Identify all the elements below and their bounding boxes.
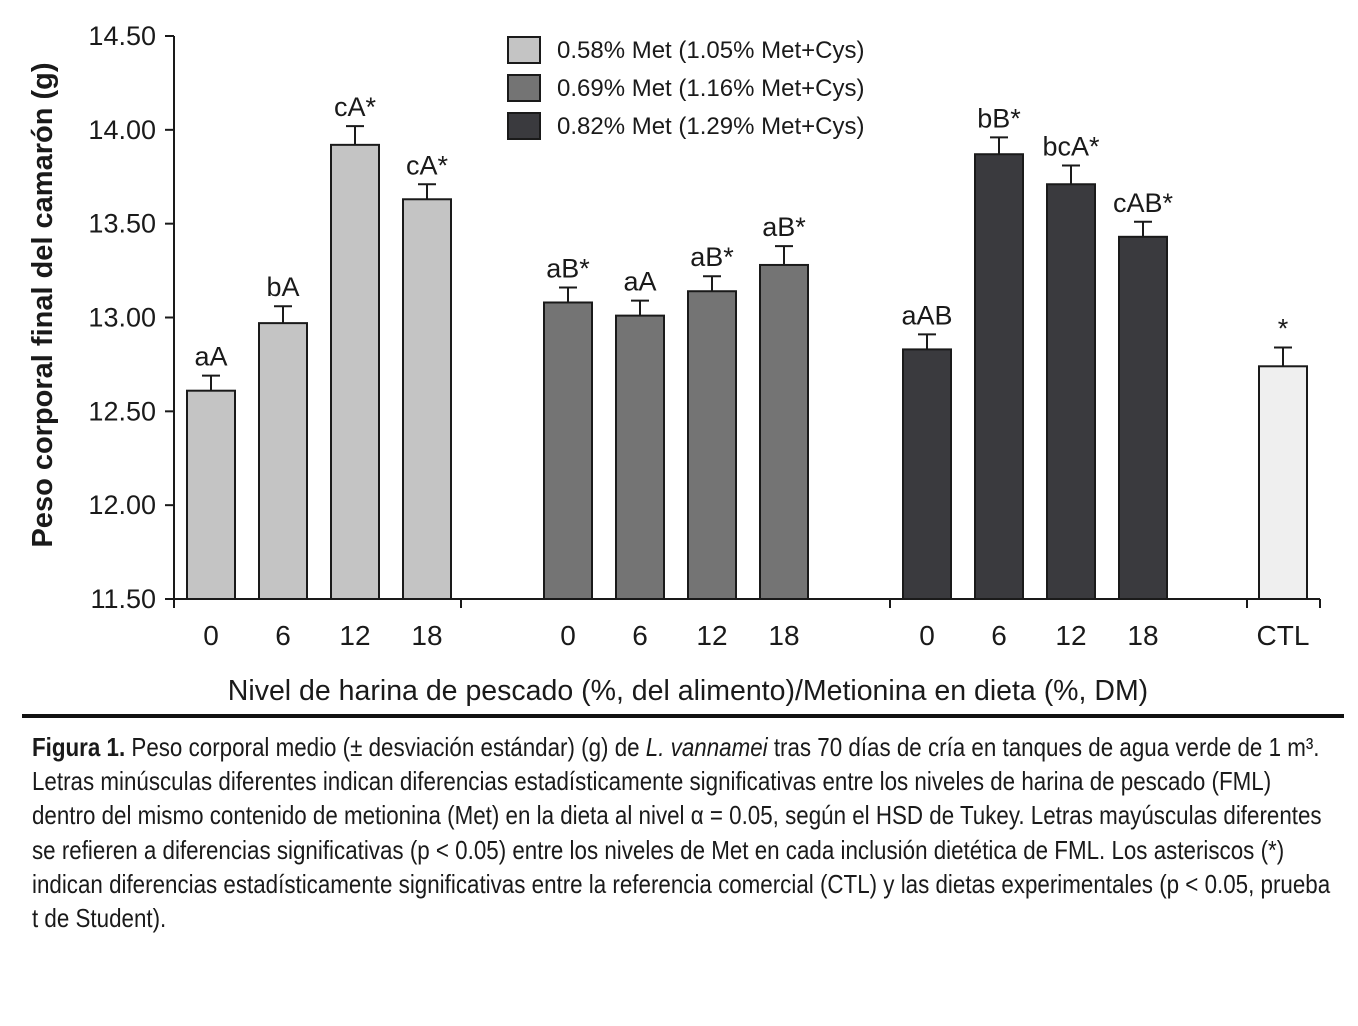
significance-label: bB* [977,103,1021,133]
bar [186,389,236,600]
bar [258,322,308,600]
x-tick-label: 0 [560,620,576,651]
legend-swatch [507,74,541,102]
caption-lead: Figura 1. [32,732,126,762]
bar [1046,183,1096,601]
caption-species: L. vannamei [645,732,768,762]
x-tick-label: 0 [203,620,219,651]
legend-swatch [507,36,541,64]
legend-label: 0.69% Met (1.16% Met+Cys) [557,75,864,102]
bar [687,290,737,600]
bar [902,348,952,600]
x-tick-label: 0 [919,620,935,651]
y-axis-label: Peso corporal final del camarón (g) [27,62,59,547]
x-tick-label: 12 [339,620,370,651]
significance-label: cAB* [1113,188,1174,218]
x-axis-label: Nivel de harina de pescado (%, del alime… [228,675,1148,707]
significance-label: aB* [546,253,590,283]
significance-label: * [1278,314,1289,344]
figure-caption: Figura 1. Peso corporal medio (± desviac… [32,730,1339,935]
caption-text-1: Peso corporal medio (± desviación estánd… [125,732,646,762]
significance-label: bcA* [1042,131,1100,161]
caption-divider [22,714,1344,718]
significance-label: aAB [901,300,952,330]
bar [974,153,1024,600]
chart-bars: aA 0 bA 6 cA* 12 cA* 18 aB* 0 aA 6 aB* 12 aB* 18 aAB 0 bB*… [186,92,1310,651]
significance-label: aB* [690,242,734,272]
x-tick-label: 6 [632,620,648,651]
bar-chart: 11.50 12.00 12.50 13.00 13.50 14.00 14.50 aA 0 b… [27,21,1321,707]
bar [1118,235,1168,600]
significance-label: aA [194,342,227,372]
chart-axes: 11.50 12.00 12.50 13.00 13.50 14.00 14.50 [88,21,1321,614]
caption-text-2: tras 70 días de cría en tanques de agua … [32,732,1331,934]
legend-label: 0.82% Met (1.29% Met+Cys) [557,113,864,140]
bar [543,301,593,600]
chart-legend: 0.58% Met (1.05% Met+Cys) 0.69% Met (1.16… [507,36,864,140]
bar [759,263,809,600]
bar [402,198,452,601]
legend-label: 0.58% Met (1.05% Met+Cys) [557,37,864,64]
x-tick-label: 18 [1127,620,1158,651]
bar [1258,365,1308,600]
x-tick-label: 18 [768,620,799,651]
x-tick-label: 18 [411,620,442,651]
x-tick-label: 12 [696,620,727,651]
legend-swatch [507,112,541,140]
x-tick-label: CTL [1257,620,1310,651]
bar [615,314,665,600]
bar [330,143,380,600]
significance-label: aA [623,267,656,297]
significance-label: cA* [334,92,377,122]
y-tick-label: 14.50 [88,21,156,51]
x-tick-label: 6 [275,620,291,651]
y-tick-label: 12.00 [88,490,156,520]
x-tick-label: 12 [1055,620,1086,651]
significance-label: aB* [762,212,806,242]
significance-label: cA* [406,150,449,180]
significance-label: bA [266,272,299,302]
x-tick-label: 6 [991,620,1007,651]
y-tick-label: 11.50 [90,584,156,614]
y-tick-label: 13.00 [88,303,156,333]
y-tick-label: 12.50 [88,396,156,426]
y-tick-label: 13.50 [88,209,156,239]
y-tick-label: 14.00 [88,115,156,145]
